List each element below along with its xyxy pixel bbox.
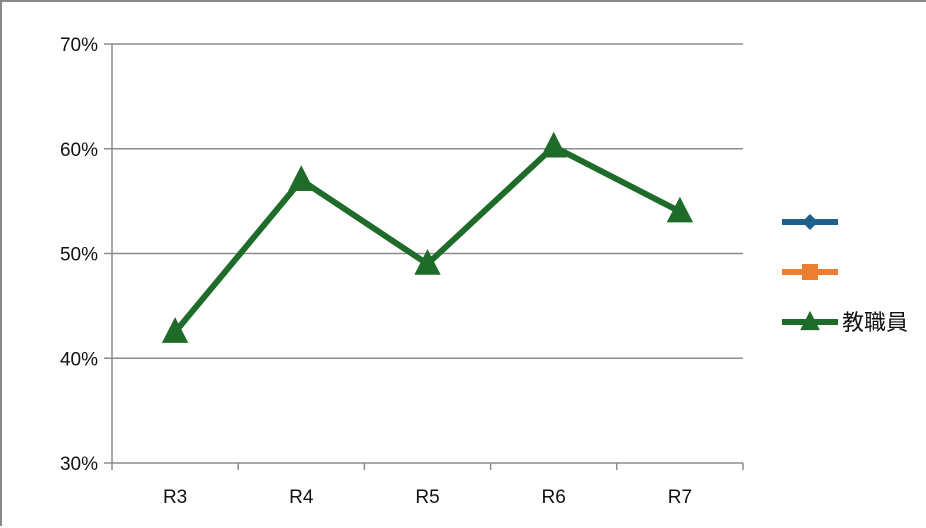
legend-marker bbox=[800, 310, 820, 331]
data-point bbox=[540, 131, 567, 158]
legend-marker bbox=[802, 214, 818, 230]
x-tick-label: R4 bbox=[289, 487, 314, 508]
y-tick-label: 50% bbox=[60, 245, 98, 266]
x-tick-label: R6 bbox=[542, 487, 566, 508]
x-tick-label: R3 bbox=[163, 487, 187, 508]
x-tick-label: R5 bbox=[415, 487, 439, 508]
y-tick-label: 60% bbox=[60, 140, 98, 161]
data-point bbox=[666, 196, 694, 223]
x-tick-label: R7 bbox=[668, 487, 692, 508]
y-tick-label: 30% bbox=[60, 454, 98, 475]
legend-marker bbox=[802, 264, 818, 280]
y-tick-label: 40% bbox=[60, 349, 98, 370]
data-point bbox=[288, 165, 315, 191]
y-tick-label: 70% bbox=[60, 35, 98, 56]
data-point bbox=[414, 249, 441, 275]
legend-label: 教職員 bbox=[842, 311, 908, 336]
data-point bbox=[161, 317, 189, 343]
series-line bbox=[172, 143, 682, 334]
